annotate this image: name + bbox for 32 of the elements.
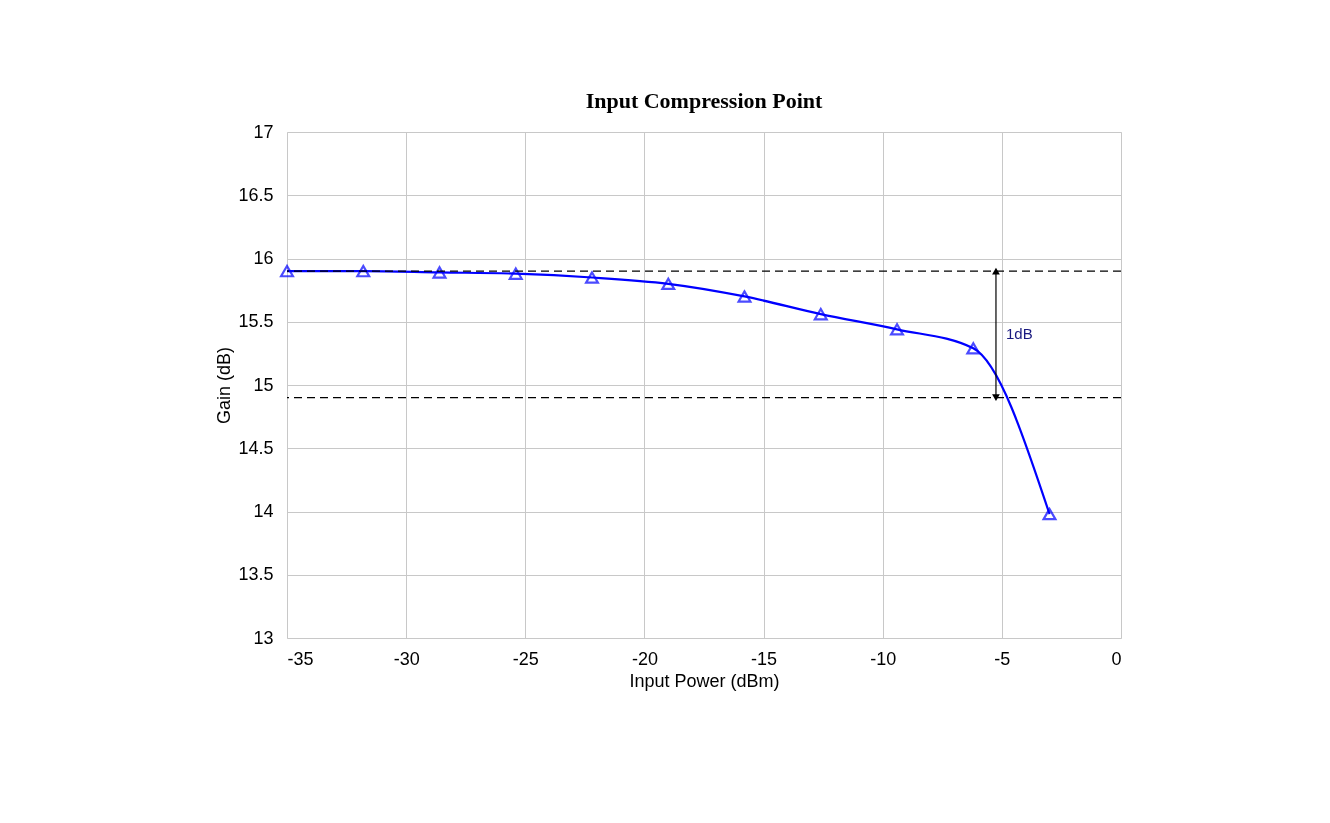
y-tick-label: 13.5 <box>238 564 274 585</box>
point <box>279 264 295 278</box>
x-tick-label: -5 <box>994 648 1011 669</box>
point <box>813 307 828 321</box>
y-tick-label: 17 <box>253 121 274 142</box>
point <box>890 323 905 336</box>
point <box>661 277 676 291</box>
point <box>1042 507 1057 521</box>
y-tick-label: 15 <box>253 374 274 395</box>
point <box>432 266 447 279</box>
y-tick-label: 16.5 <box>238 184 274 205</box>
point <box>584 271 600 284</box>
x-tick-label: -10 <box>870 648 897 669</box>
x-tick-label: -35 <box>287 648 314 669</box>
y-tick-label: 13 <box>253 627 274 648</box>
y-axis-title: Gain (dB) <box>214 346 235 425</box>
y-tick-label: 15.5 <box>238 311 274 332</box>
x-tick-label: 0 <box>1111 648 1122 669</box>
x-axis-title: Input Power (dBm) <box>629 670 780 691</box>
point <box>737 290 752 303</box>
point <box>508 267 523 280</box>
x-tick-label: -25 <box>512 648 539 669</box>
annotation: 1dB <box>1005 325 1033 343</box>
x-tick-label: -20 <box>631 648 658 669</box>
x-tick-label: -15 <box>751 648 778 669</box>
y-tick-label: 14 <box>253 501 274 521</box>
y-tick-label: 16 <box>253 248 274 268</box>
point <box>966 342 981 355</box>
point <box>356 264 371 278</box>
y-tick-label: 14.5 <box>238 437 274 458</box>
x-tick-label: -30 <box>393 648 420 669</box>
chart-title: Input Compression Point <box>585 88 824 113</box>
